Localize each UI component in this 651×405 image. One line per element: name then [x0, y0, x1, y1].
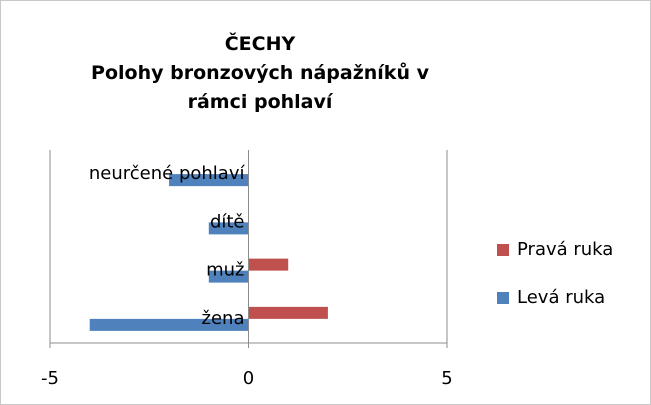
x-tick-label: 5 [441, 368, 452, 389]
bar [208, 270, 249, 283]
chart-subtitle: Polohy bronzových nápažníků v rámci pohl… [91, 62, 429, 113]
legend-label: Pravá ruka [517, 239, 613, 260]
bar [248, 306, 328, 319]
bar [89, 318, 249, 331]
bar [208, 222, 249, 235]
y-tick-label: dítě [210, 211, 245, 232]
bar [169, 174, 249, 187]
legend-swatch [497, 244, 509, 256]
title-block: ČECHY Polohy bronzových nápažníků v rámc… [60, 30, 460, 117]
x-tick-label: 0 [243, 368, 254, 389]
legend-swatch [497, 292, 509, 304]
y-tick-label: neurčené pohlaví [89, 163, 246, 184]
x-tick-label: -5 [41, 368, 59, 389]
y-tick-label: muž [206, 260, 244, 281]
chart-title: ČECHY [224, 33, 296, 55]
legend-label: Levá ruka [517, 287, 605, 308]
y-tick-label: žena [202, 308, 245, 329]
bar [248, 258, 289, 271]
